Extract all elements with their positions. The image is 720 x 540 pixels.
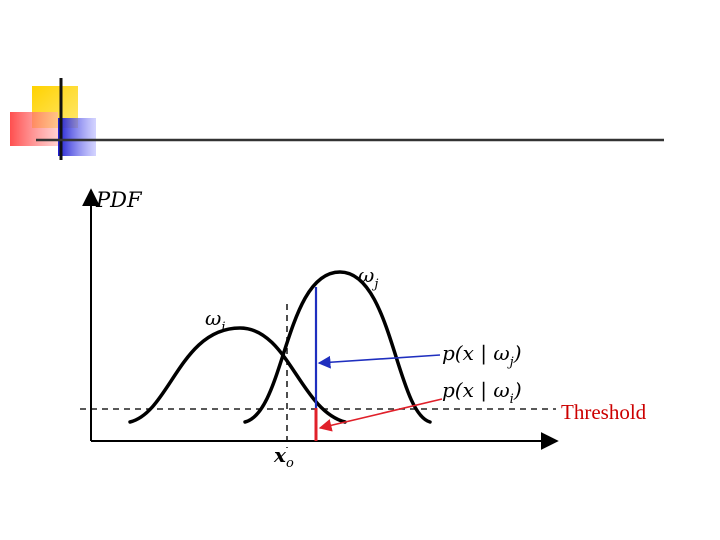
omega-j-sub: j [371,277,378,292]
x0-label: xo [273,443,294,471]
omega-i-label: ωi [205,306,225,335]
y-axis-label: PDF [95,188,143,212]
threshold-label: Threshold [561,400,647,424]
slide-ornament [10,78,664,160]
curve-omega-j [243,270,432,424]
x0-sub: o [286,456,294,471]
p-x-omega-i-label: p(x | ωi) [442,378,522,407]
p-x-omega-j-label: p(x | ωj) [442,341,522,370]
pi-sub: i [510,392,514,407]
blue-pointer-arrow [317,354,441,369]
pj-sub: j [507,355,514,370]
ornament-blue-square [58,118,96,156]
omega-j-label: ωj [358,263,378,292]
omega-i-sub: i [221,320,225,335]
curve-omega-i [128,326,347,424]
red-pointer-arrow [318,398,443,432]
